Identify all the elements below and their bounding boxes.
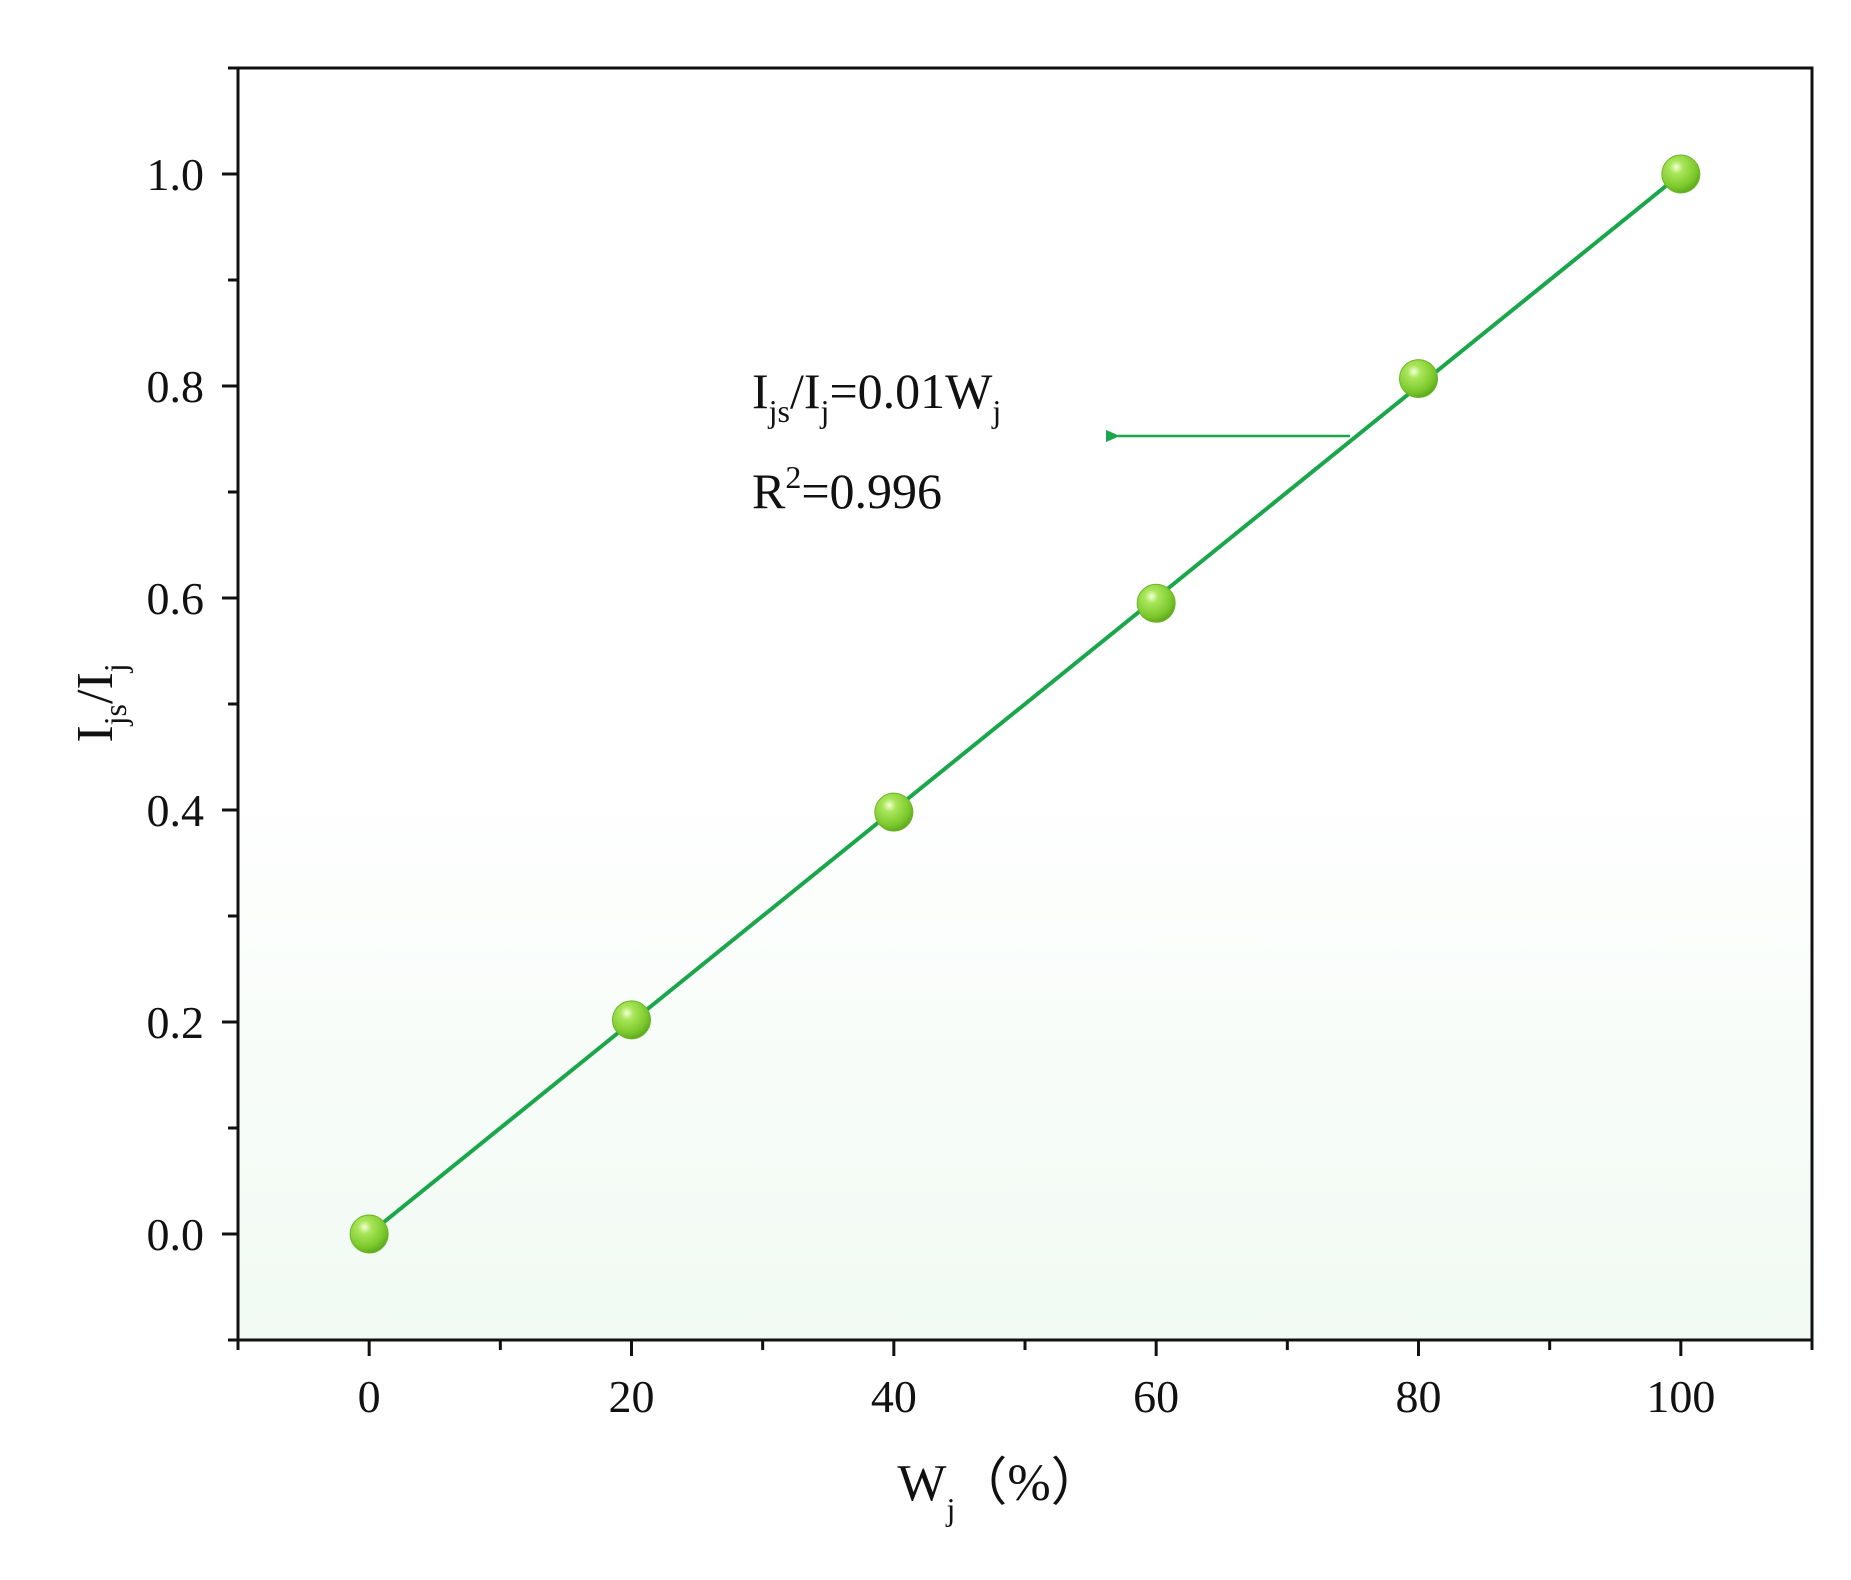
- y-tick-label: 0.4: [147, 785, 205, 836]
- y-tick-label: 0.8: [147, 361, 205, 412]
- y-tick-label: 1.0: [147, 149, 205, 200]
- x-tick-label: 100: [1646, 1371, 1715, 1422]
- data-points: [349, 154, 1701, 1254]
- y-tick-label: 0.2: [147, 997, 205, 1048]
- data-point: [1661, 154, 1701, 194]
- fit-equation: Ijs/Ij=0.01Wj: [752, 363, 1001, 429]
- r-squared-label: R2=0.996: [752, 459, 942, 519]
- x-axis-label: Wj（%）: [897, 1455, 1102, 1527]
- x-tick-label: 80: [1396, 1371, 1442, 1422]
- x-axis-ticks: 0 20 40 60 80 100: [236, 1340, 1814, 1422]
- y-axis-ticks: 0.0 0.2 0.4 0.6 0.8 1.0: [147, 66, 238, 1342]
- data-point: [874, 792, 914, 832]
- fit-layer: [367, 172, 1683, 1236]
- x-tick-label: 0: [358, 1371, 381, 1422]
- data-point: [1399, 359, 1438, 399]
- y-tick-label: 0.6: [147, 573, 205, 624]
- fit-annotation: Ijs/Ij=0.01Wj R2=0.996: [752, 363, 1350, 519]
- data-point: [1136, 583, 1176, 623]
- fit-line: [367, 172, 1683, 1236]
- x-tick-label: 20: [609, 1371, 655, 1422]
- y-tick-label: 0.0: [147, 1209, 205, 1260]
- data-point: [349, 1214, 389, 1254]
- x-tick-label: 40: [871, 1371, 917, 1422]
- y-axis-label: Ijs/Ij: [67, 663, 133, 742]
- data-point: [612, 1000, 651, 1040]
- x-tick-label: 60: [1133, 1371, 1179, 1422]
